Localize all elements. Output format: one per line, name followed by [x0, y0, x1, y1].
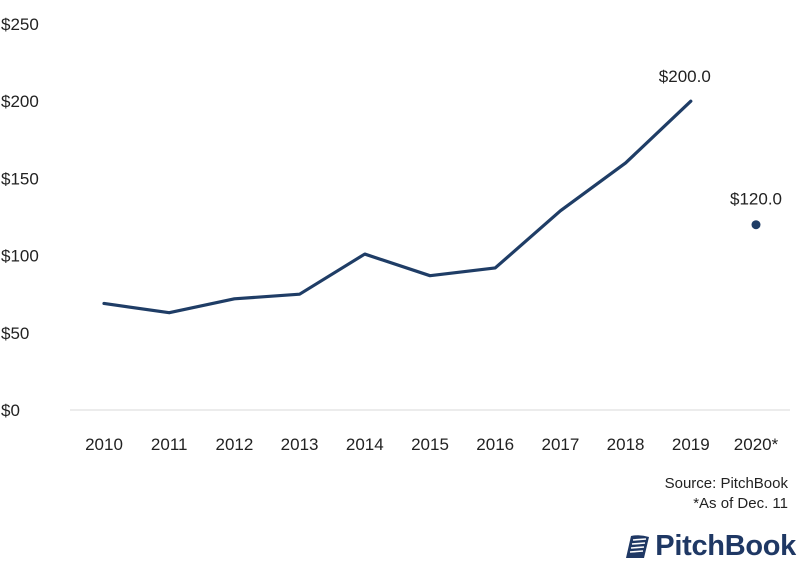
y-tick-label: $250 — [1, 15, 39, 34]
x-tick-label: 2016 — [476, 435, 514, 454]
sail-logo-icon — [626, 535, 650, 558]
x-tick-label: 2019 — [672, 435, 710, 454]
x-tick-label: 2015 — [411, 435, 449, 454]
data-label-2020: $120.0 — [730, 190, 782, 209]
y-axis: $0 $50 $100 $150 $200 $250 — [1, 15, 39, 420]
y-tick-label: $0 — [1, 401, 20, 420]
x-tick-label: 2017 — [541, 435, 579, 454]
x-axis: 2010 2011 2012 2013 2014 2015 2016 2017 2018 2019… — [85, 435, 779, 454]
footnote: *As of Dec. 11 — [693, 495, 788, 512]
y-tick-label: $100 — [1, 247, 39, 266]
x-tick-label: 2012 — [215, 435, 253, 454]
logo-wordmark: PitchBook — [655, 530, 796, 562]
source-note: Source: PitchBook — [664, 475, 788, 492]
x-tick-label: 2013 — [281, 435, 319, 454]
data-labels-group: $120.0 $200.0 — [659, 67, 782, 209]
x-tick-label: 2010 — [85, 435, 123, 454]
pitchbook-logo: PitchBook — [622, 530, 796, 562]
y-tick-label: $150 — [1, 169, 39, 188]
y-tick-label: $200 — [1, 92, 39, 111]
x-tick-label: 2020* — [734, 435, 779, 454]
x-tick-label: 2014 — [346, 435, 384, 454]
x-tick-label: 2011 — [151, 435, 188, 454]
data-point-2020 — [751, 220, 761, 230]
data-label-2019: $200.0 — [659, 67, 711, 86]
series-group — [102, 99, 761, 315]
series-line — [102, 99, 693, 315]
y-tick-label: $50 — [1, 324, 29, 343]
line-chart: $0$50$100$150$200$250 2010 2011 2012 2013 20… — [1, 15, 790, 454]
x-tick-label: 2018 — [607, 435, 645, 454]
